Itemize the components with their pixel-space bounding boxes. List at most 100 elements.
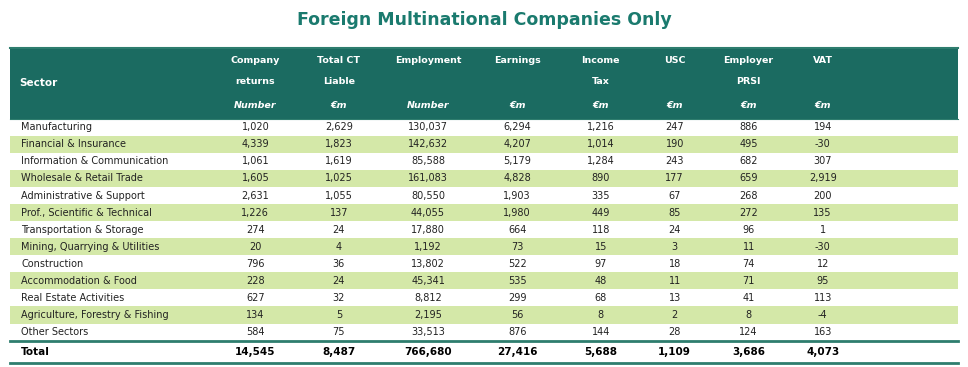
Text: 1,226: 1,226 <box>241 208 269 218</box>
Text: 97: 97 <box>594 259 607 269</box>
Text: 28: 28 <box>669 327 681 337</box>
Bar <box>10 324 958 341</box>
Text: 68: 68 <box>594 293 607 303</box>
Text: 118: 118 <box>591 225 610 235</box>
Text: 3,686: 3,686 <box>732 347 765 357</box>
Text: 1,605: 1,605 <box>241 174 269 184</box>
Text: Tax: Tax <box>591 77 610 86</box>
Text: Total CT: Total CT <box>318 56 360 65</box>
Text: 1,025: 1,025 <box>325 174 352 184</box>
Text: 41: 41 <box>742 293 755 303</box>
Text: Sector: Sector <box>19 78 58 88</box>
Text: 96: 96 <box>742 225 755 235</box>
Text: €m: €m <box>814 101 831 110</box>
Text: 2: 2 <box>672 310 678 320</box>
Text: 85: 85 <box>669 208 681 218</box>
Text: 11: 11 <box>742 242 755 252</box>
Text: 796: 796 <box>246 259 264 269</box>
Text: 243: 243 <box>665 156 684 166</box>
Text: 24: 24 <box>333 225 345 235</box>
Text: 134: 134 <box>246 310 264 320</box>
Text: 161,083: 161,083 <box>408 174 448 184</box>
Text: 17,880: 17,880 <box>411 225 445 235</box>
Text: VAT: VAT <box>813 56 832 65</box>
Bar <box>10 290 958 306</box>
Text: 32: 32 <box>333 293 345 303</box>
Text: 4,073: 4,073 <box>806 347 839 357</box>
Text: 1,192: 1,192 <box>414 242 442 252</box>
Text: 75: 75 <box>333 327 346 337</box>
Text: 142,632: 142,632 <box>408 139 448 149</box>
Text: 4,339: 4,339 <box>242 139 269 149</box>
Text: 8: 8 <box>745 310 752 320</box>
Text: Agriculture, Forestry & Fishing: Agriculture, Forestry & Fishing <box>21 310 169 320</box>
Text: 24: 24 <box>333 276 345 286</box>
Text: Administrative & Support: Administrative & Support <box>21 190 145 200</box>
Text: Manufacturing: Manufacturing <box>21 122 92 132</box>
Text: 12: 12 <box>816 259 829 269</box>
Text: 85,588: 85,588 <box>411 156 445 166</box>
Text: 495: 495 <box>740 139 758 149</box>
Text: 33,513: 33,513 <box>411 327 445 337</box>
Text: Number: Number <box>234 101 277 110</box>
Text: Total: Total <box>21 347 50 357</box>
Text: 14,545: 14,545 <box>235 347 276 357</box>
Text: 18: 18 <box>669 259 681 269</box>
Text: €m: €m <box>331 101 348 110</box>
Text: 177: 177 <box>665 174 684 184</box>
Text: 1,109: 1,109 <box>658 347 691 357</box>
Text: Accommodation & Food: Accommodation & Food <box>21 276 137 286</box>
Text: 11: 11 <box>669 276 681 286</box>
Text: 144: 144 <box>591 327 610 337</box>
Text: 1,014: 1,014 <box>587 139 615 149</box>
Text: 113: 113 <box>813 293 832 303</box>
Text: 56: 56 <box>511 310 524 320</box>
Text: 13: 13 <box>669 293 681 303</box>
Text: 2,629: 2,629 <box>325 122 352 132</box>
Text: 682: 682 <box>740 156 758 166</box>
Text: 71: 71 <box>742 276 755 286</box>
Text: Real Estate Activities: Real Estate Activities <box>21 293 125 303</box>
Text: 27,416: 27,416 <box>497 347 537 357</box>
Text: Financial & Insurance: Financial & Insurance <box>21 139 126 149</box>
Text: 1,284: 1,284 <box>587 156 615 166</box>
Text: 44,055: 44,055 <box>411 208 445 218</box>
Text: 95: 95 <box>816 276 829 286</box>
Text: 1,823: 1,823 <box>325 139 352 149</box>
Text: €m: €m <box>666 101 683 110</box>
Text: 268: 268 <box>740 190 758 200</box>
Text: 522: 522 <box>508 259 527 269</box>
Text: 3: 3 <box>672 242 678 252</box>
Text: 1,903: 1,903 <box>503 190 531 200</box>
Text: €m: €m <box>741 101 757 110</box>
Text: 2,631: 2,631 <box>241 190 269 200</box>
Bar <box>10 119 958 136</box>
Text: returns: returns <box>235 77 275 86</box>
Text: 13,802: 13,802 <box>411 259 445 269</box>
Text: 5,179: 5,179 <box>503 156 531 166</box>
Text: 45,341: 45,341 <box>411 276 445 286</box>
Text: 584: 584 <box>246 327 264 337</box>
Text: Employment: Employment <box>395 56 462 65</box>
Text: 449: 449 <box>591 208 610 218</box>
Text: Wholesale & Retail Trade: Wholesale & Retail Trade <box>21 174 143 184</box>
Text: Foreign Multinational Companies Only: Foreign Multinational Companies Only <box>296 11 672 29</box>
Text: 124: 124 <box>740 327 758 337</box>
Bar <box>10 204 958 221</box>
Text: Construction: Construction <box>21 259 83 269</box>
Text: 135: 135 <box>813 208 832 218</box>
Text: 8: 8 <box>597 310 604 320</box>
Text: Employer: Employer <box>724 56 773 65</box>
Text: Income: Income <box>582 56 620 65</box>
Text: 24: 24 <box>669 225 681 235</box>
Text: 130,037: 130,037 <box>408 122 448 132</box>
Text: 4,207: 4,207 <box>503 139 531 149</box>
Bar <box>10 272 958 290</box>
Text: 299: 299 <box>508 293 527 303</box>
Text: Other Sectors: Other Sectors <box>21 327 88 337</box>
Text: 1,020: 1,020 <box>241 122 269 132</box>
Bar <box>10 187 958 204</box>
Text: 2,919: 2,919 <box>809 174 836 184</box>
Text: €m: €m <box>509 101 526 110</box>
Text: 74: 74 <box>742 259 755 269</box>
